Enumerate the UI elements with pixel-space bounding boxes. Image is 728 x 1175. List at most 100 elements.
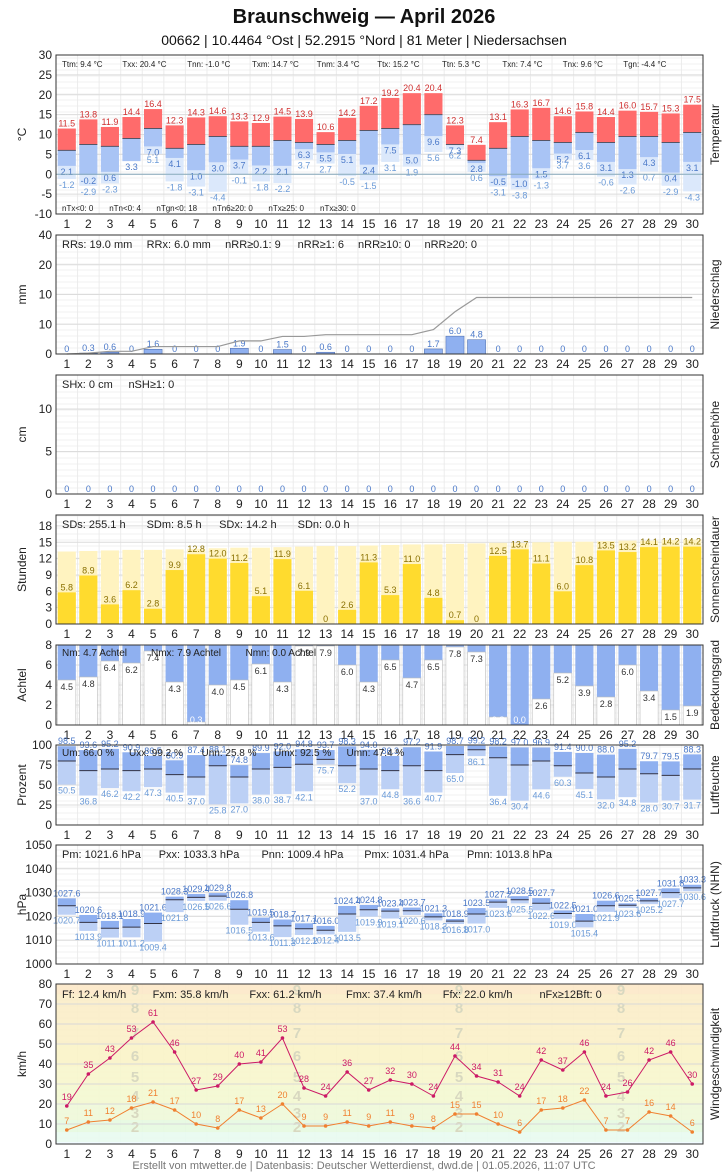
stat-label: Uxx: 99.2 % <box>129 748 183 759</box>
tmax-label: 12.3 <box>446 115 464 125</box>
pressure-min-label: 1013.6 <box>247 933 275 943</box>
x-tick-label: 11 <box>276 967 289 981</box>
x-tick-label: 29 <box>664 497 678 511</box>
temp-warm-bar <box>359 105 378 131</box>
sun-label: 6.1 <box>298 581 311 591</box>
beaufort-label: 3 <box>131 1105 139 1122</box>
precip-label: 4.8 <box>470 330 483 340</box>
x-tick-label: 20 <box>470 217 484 231</box>
pressure-min-label: 1019.1 <box>377 920 405 930</box>
temp-warm-bar <box>230 121 249 147</box>
tmin-ground-bar <box>294 149 314 160</box>
humidity-high-bar <box>230 765 249 777</box>
humidity-min-label: 36.6 <box>403 797 421 807</box>
x-tick-label: 4 <box>128 497 135 511</box>
gust-point <box>64 1104 69 1108</box>
pressure-low-bar <box>532 903 551 911</box>
x-tick-label: 12 <box>297 217 311 231</box>
wind-point <box>129 1106 134 1110</box>
stat-label: Fxx: 61.2 km/h <box>249 989 321 1001</box>
gust-label: 53 <box>126 1024 136 1034</box>
wind-label: 6 <box>517 1118 522 1128</box>
humidity-max-label: 89.9 <box>252 743 270 753</box>
cloud-label: 7.4 <box>147 653 160 663</box>
humidity-min-label: 65.0 <box>446 774 464 784</box>
humidity-high-bar <box>402 747 421 766</box>
humidity-min-label: 52.2 <box>338 784 356 794</box>
stat-label: SDm: 8.5 h <box>147 519 202 531</box>
humidity-high-bar <box>294 749 314 765</box>
x-tick-label: 1 <box>63 728 70 742</box>
sun-bar <box>618 552 637 624</box>
pressure-max-label: 1024.8 <box>355 895 383 905</box>
pressure-max-label: 1022.5 <box>549 900 577 910</box>
tmin-label: 5.2 <box>557 155 570 165</box>
x-tick-label: 30 <box>686 728 700 742</box>
pressure-low-bar <box>187 897 206 901</box>
x-tick-label: 15 <box>362 627 376 641</box>
tmin-ground-bar <box>618 169 637 185</box>
humidity-min-label: 36.4 <box>489 797 507 807</box>
y-tick-label: 0 <box>45 818 52 832</box>
wind-label: 17 <box>170 1096 180 1106</box>
temp-warm-bar <box>553 116 572 143</box>
y-tick-label: 1030 <box>25 886 52 900</box>
pressure-low-bar <box>359 909 378 917</box>
gust-point <box>280 1036 285 1040</box>
cloud-label: 4.5 <box>61 682 74 692</box>
x-tick-label: 1 <box>63 967 70 981</box>
pressure-low-bar <box>273 925 292 938</box>
pressure-max-label: 1024.4 <box>333 896 361 906</box>
humidity-max-label: 91.9 <box>425 741 443 751</box>
pressure-max-label: 1027.2 <box>484 889 512 899</box>
y-axis-label: Prozent <box>15 764 29 806</box>
wind-label: 17 <box>536 1096 546 1106</box>
sun-label: 9.9 <box>168 560 181 570</box>
sun-label: 2.6 <box>341 600 354 610</box>
humidity-min-label: 30.4 <box>511 802 529 812</box>
temp-cold-bar <box>273 140 292 166</box>
humidity-max-label: 92.0 <box>274 741 292 751</box>
x-tick-label: 25 <box>578 357 592 371</box>
temp-cold-bar <box>100 146 119 172</box>
wind-point <box>151 1100 155 1104</box>
gust-point <box>388 1078 393 1082</box>
tmin-ground-bar <box>165 157 184 182</box>
gust-point <box>129 1036 134 1040</box>
stat-label: Umn: 47.4 % <box>347 748 405 759</box>
temp-warm-bar <box>187 117 206 145</box>
temp-cold-bar <box>230 146 249 160</box>
pressure-high-bar <box>273 919 292 926</box>
humidity-low-bar <box>100 769 119 789</box>
x-tick-label: 17 <box>405 1147 419 1161</box>
beaufort-label: 8 <box>131 1000 139 1017</box>
pressure-min-label: 1016.5 <box>226 926 254 936</box>
x-tick-label: 19 <box>448 967 462 981</box>
snow-label: 0 <box>258 484 263 494</box>
pressure-min-label: 1012.4 <box>312 935 340 945</box>
pressure-max-label: 1023.7 <box>398 898 426 908</box>
tmin-label: 6.3 <box>298 150 311 160</box>
x-tick-label: 18 <box>427 357 441 371</box>
precip-label: 0 <box>64 344 69 354</box>
x-tick-label: 22 <box>513 967 527 981</box>
x-tick-label: 13 <box>319 967 333 981</box>
humidity-low-bar <box>618 769 637 798</box>
gust-point <box>668 1050 673 1054</box>
x-tick-label: 11 <box>276 627 289 641</box>
wind-point <box>517 1130 522 1134</box>
y-axis-label: Achtel <box>15 668 29 701</box>
tmin-label: 7.3 <box>449 146 462 156</box>
y-tick-label: 8 <box>45 638 52 652</box>
snow-label: 0 <box>151 484 156 494</box>
y-tick-label: 10 <box>39 317 53 331</box>
x-tick-label: 5 <box>150 217 157 231</box>
x-tick-label: 12 <box>297 828 311 842</box>
humidity-high-bar <box>100 748 119 769</box>
y-tick-label: 1050 <box>25 838 52 852</box>
wind-point <box>431 1126 436 1130</box>
x-tick-label: 18 <box>427 1147 441 1161</box>
pressure-low-bar <box>402 910 421 915</box>
x-tick-label: 23 <box>535 967 549 981</box>
humidity-max-label: 87.4 <box>187 745 205 755</box>
